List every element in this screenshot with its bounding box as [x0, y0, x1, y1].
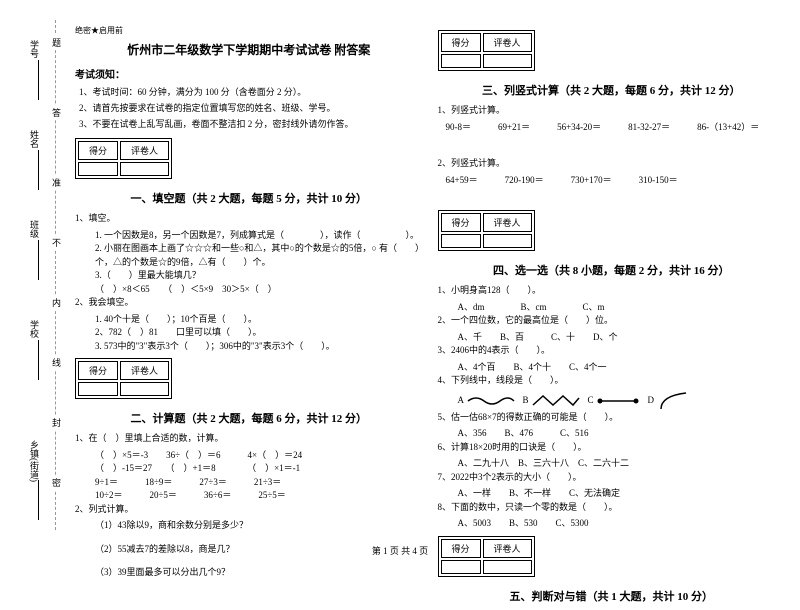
left-column: 绝密★启用前 忻州市二年级数学下学期期中考试试卷 附答案 考试须知： 1、考试时… — [75, 25, 423, 610]
seal-line — [55, 20, 56, 530]
calc-row: 64+59＝ 720-190＝ 730+170＝ 310-150＝ — [438, 174, 786, 188]
sub-question: 3. 573中的"3"表示3个（ ）；306中的"3"表示3个（ ）。 — [75, 340, 423, 354]
seal-char: 线 — [50, 355, 63, 370]
label-name: 姓名 — [28, 130, 41, 148]
binding-side-labels: 学号 姓名 班级 学校 乡镇(街道) — [0, 0, 45, 530]
seal-char: 答 — [50, 105, 63, 120]
question: 5、估一估68×7的得数正确的可能是（ ）。 — [438, 411, 786, 425]
underline — [38, 340, 39, 380]
right-column: 得分 评卷人 三、列竖式计算（共 2 大题，每题 6 分，共计 12 分） 1、… — [438, 25, 786, 610]
options: A、356 B、476 C、516 — [438, 427, 786, 441]
calc-row: 9÷1＝ 18÷9＝ 27÷3＝ 21÷3＝ — [75, 476, 423, 490]
question: 8、下面的数中，只读一个零的数是（ ）。 — [438, 501, 786, 515]
calc-row: 10÷2＝ 20÷5＝ 36÷6＝ 25÷5＝ — [75, 489, 423, 503]
section-title: 四、选一选（共 8 小题，每题 2 分，共计 16 分） — [438, 262, 786, 278]
calc-row: （ ）-15＝27 （ ）+1＝8 （ ）×1＝-1 — [75, 462, 423, 476]
wave-line-icon — [466, 393, 516, 408]
exam-title: 忻州市二年级数学下学期期中考试试卷 附答案 — [75, 41, 423, 58]
zigzag-line-icon — [531, 393, 581, 408]
notice-title: 考试须知： — [75, 66, 423, 81]
option-b: B — [523, 395, 529, 405]
sub-question: 3.（ ）里最大能填几？ — [75, 269, 423, 283]
score-box: 得分 评卷人 — [75, 358, 172, 399]
options: A、dm B、cm C、m — [438, 301, 786, 315]
notice-item: 2、请首先按要求在试卷的指定位置填写您的姓名、班级、学号。 — [75, 101, 423, 114]
underline — [38, 150, 39, 190]
grader-label: 评卷人 — [120, 141, 169, 160]
question: 1、在（ ）里填上合适的数，计算。 — [75, 432, 423, 446]
question: 6、计算18×20时用的口诀是（ ）。 — [438, 441, 786, 455]
seal-char: 密 — [50, 475, 63, 490]
grader-label: 评卷人 — [483, 213, 532, 232]
label-student-id: 学号 — [28, 40, 41, 58]
main-content: 绝密★启用前 忻州市二年级数学下学期期中考试试卷 附答案 考试须知： 1、考试时… — [75, 25, 785, 610]
section-title: 一、填空题（共 2 大题，每题 5 分，共计 10 分） — [75, 190, 423, 206]
sub-question: （3）39里面最多可以分出几个9？ — [75, 566, 423, 580]
option-d: D — [648, 395, 655, 405]
sub-question: （1）43除以9，商和余数分别是多少？ — [75, 519, 423, 533]
line-options: A B C D — [438, 391, 786, 411]
section-title: 三、列竖式计算（共 2 大题，每题 6 分，共计 12 分） — [438, 82, 786, 98]
question: 3、2406中的4表示（ ）。 — [438, 344, 786, 358]
question: 7、2022中3个2表示的大小（ ）。 — [438, 471, 786, 485]
options: A、二九十八 B、三六十八 C、二六十二 — [438, 457, 786, 471]
option-a: A — [458, 395, 464, 405]
underline — [38, 60, 39, 100]
question: 2、一个四位数，它的最高位是（ ）位。 — [438, 314, 786, 328]
question: 2、列式计算。 — [75, 503, 423, 517]
underline — [38, 480, 39, 520]
question: 2、我会填空。 — [75, 296, 423, 310]
score-label: 得分 — [78, 141, 118, 160]
label-township: 乡镇(街道) — [28, 440, 41, 482]
question: 1、小明身高128（ ）。 — [438, 284, 786, 298]
calc-row: 90-8＝ 69+21＝ 56+34-20＝ 81-32-27＝ 86-（13+… — [438, 121, 786, 135]
seal-char: 封 — [50, 415, 63, 430]
score-label: 得分 — [441, 213, 481, 232]
seal-char: 题 — [50, 35, 63, 50]
secret-tag: 绝密★启用前 — [75, 25, 423, 36]
options: A、4个百 B、4个十 C、4个一 — [438, 361, 786, 375]
sub-question: 1. 一个因数是8，另一个因数是7，列成算式是（ ），读作（ ）。 — [75, 229, 423, 243]
calc-row: （ ）×5＝-3 36÷（ ）＝6 4×（ ）＝24 — [75, 449, 423, 463]
question: 4、下列线中，线段是（ ）。 — [438, 374, 786, 388]
score-box: 得分 评卷人 — [438, 210, 535, 251]
options: A、一样 B、不一样 C、无法确定 — [438, 487, 786, 501]
underline — [38, 240, 39, 280]
notice-item: 1、考试时间：60 分钟，满分为 100 分（含卷面分 2 分）。 — [75, 85, 423, 98]
segment-line-icon — [596, 393, 641, 408]
score-box: 得分 评卷人 — [438, 30, 535, 71]
score-label: 得分 — [78, 361, 118, 380]
option-c: C — [588, 395, 594, 405]
seal-char: 不 — [50, 235, 63, 250]
question: 2、列竖式计算。 — [438, 157, 786, 171]
seal-char: 准 — [50, 175, 63, 190]
score-label: 得分 — [441, 33, 481, 52]
question: 1、列竖式计算。 — [438, 104, 786, 118]
question: 1、填空。 — [75, 212, 423, 226]
seal-char: 内 — [50, 295, 63, 310]
section-title: 二、计算题（共 2 大题，每题 6 分，共计 12 分） — [75, 410, 423, 426]
notice-item: 3、不要在试卷上乱写乱画，卷面不整洁扣 2 分，密封线外请勿作答。 — [75, 117, 423, 130]
score-box: 得分 评卷人 — [75, 138, 172, 179]
sub-question: 2、782（ ）81 口里可以填（ ）。 — [75, 326, 423, 340]
options: A、5003 B、530 C、5300 — [438, 517, 786, 531]
label-school: 学校 — [28, 320, 41, 338]
sub-question: （ ）×8＜65 （ ）＜5×9 30＞5×（ ） — [75, 283, 423, 297]
sub-question: 2. 小丽在图画本上画了☆☆☆和一些○和△，其中○的个数是☆的5倍，○ 有（ ）… — [75, 242, 423, 269]
grader-label: 评卷人 — [120, 361, 169, 380]
sub-question: 1. 40个十是（ ）；10个百是（ ）。 — [75, 313, 423, 327]
curve-line-icon — [656, 391, 691, 411]
grader-label: 评卷人 — [483, 33, 532, 52]
label-class: 班级 — [28, 220, 41, 238]
page-footer: 第 1 页 共 4 页 — [0, 544, 800, 557]
section-title: 五、判断对与错（共 1 大题，共计 10 分） — [438, 588, 786, 604]
options: A、千 B、百 C、十 D、个 — [438, 331, 786, 345]
